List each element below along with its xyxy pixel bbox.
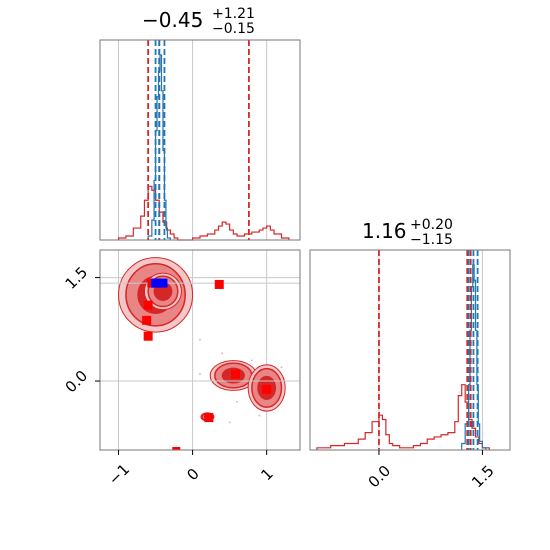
panel-top-left: [99, 39, 301, 241]
x-tick-label: 1: [257, 465, 276, 484]
title-plus: +0.20: [410, 217, 453, 233]
red-square-marker: [231, 369, 241, 379]
title-plus: +1.21: [212, 6, 255, 22]
sample-point: [228, 421, 231, 424]
x-tick-label: 0.0: [365, 462, 395, 492]
red-square-marker: [262, 384, 272, 394]
blue-square-marker: [158, 278, 168, 288]
title-minus: −1.15: [410, 232, 453, 248]
axes-frame: [99, 249, 301, 451]
x-tick-label: −1: [105, 460, 133, 488]
y-tick-label: 1.5: [62, 263, 92, 293]
axes-frame: [99, 39, 301, 241]
axes-frame: [309, 249, 511, 451]
red-square-marker: [214, 279, 224, 289]
sample-point: [250, 359, 253, 362]
sample-point: [258, 414, 261, 417]
sample-point: [199, 373, 201, 376]
red-histogram-series: [117, 185, 290, 241]
sample-point: [221, 352, 224, 355]
red-square-marker: [143, 331, 153, 341]
title-bottom-right: 1.16 +0.20 −1.15: [362, 217, 453, 248]
title-minus: −0.15: [212, 21, 255, 37]
sample-point: [280, 366, 283, 369]
red-histogram-series: [316, 384, 490, 450]
x-tick-label: 0: [183, 465, 202, 484]
title-value: −0.45: [142, 8, 204, 32]
y-tick-label: 0.0: [62, 367, 92, 397]
title-top-left: −0.45 +1.21 −0.15: [142, 6, 255, 37]
title-value: 1.16: [362, 219, 407, 243]
blue-square-marker: [151, 278, 161, 288]
x-tick-label: 1.5: [468, 462, 498, 492]
red-square-marker: [143, 300, 153, 310]
sample-point: [236, 400, 239, 403]
red-square-marker: [172, 447, 181, 450]
red-square-marker: [204, 413, 214, 423]
panel-bottom-left: −1 0 1 1.5 0.0: [62, 249, 301, 489]
sample-point: [199, 338, 201, 341]
red-square-marker: [142, 315, 152, 325]
panel-bottom-right: 0.0 1.5: [309, 249, 511, 492]
